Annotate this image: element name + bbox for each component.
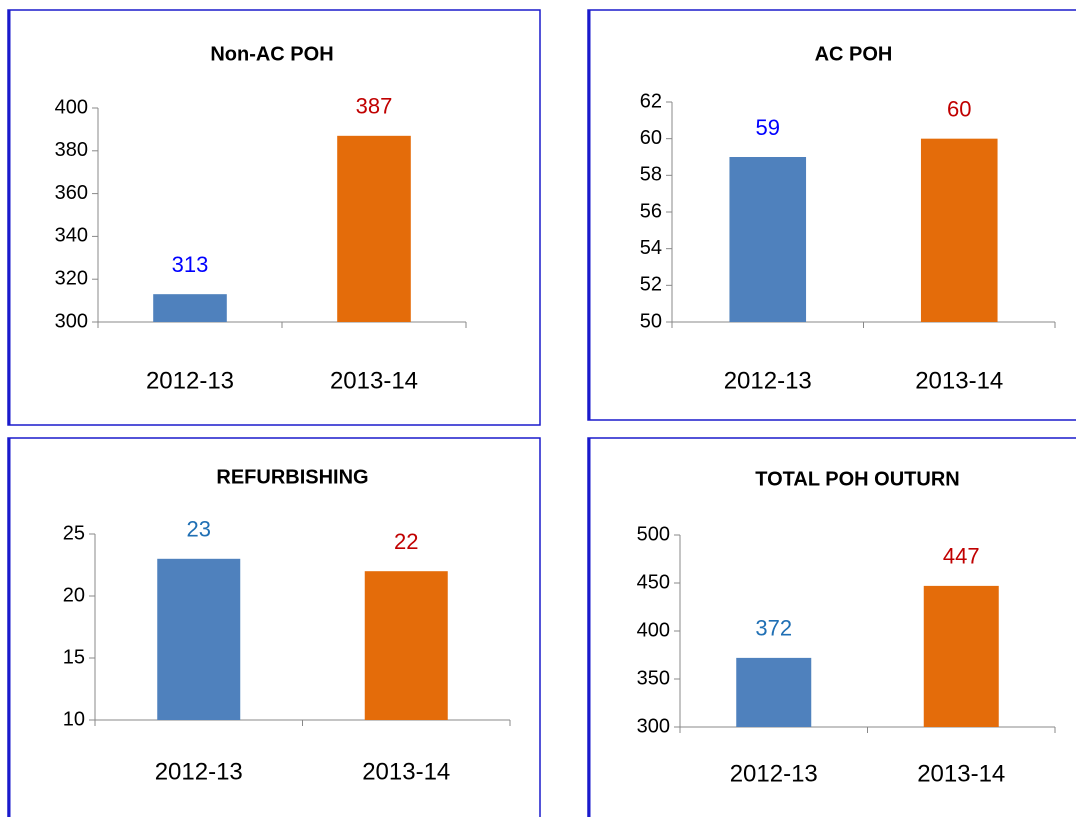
y-tick-label: 52: [640, 274, 662, 296]
value-label: 59: [756, 115, 780, 140]
chart-title: REFURBISHING: [216, 466, 368, 488]
y-tick-label: 450: [637, 571, 670, 593]
chart-title: Non-AC POH: [210, 43, 333, 65]
bar: [920, 138, 998, 322]
x-tick-label: 2012-13: [730, 760, 818, 787]
y-tick-label: 60: [640, 127, 662, 149]
bar: [153, 294, 227, 322]
y-tick-label: 10: [63, 708, 85, 730]
y-tick-label: 20: [63, 584, 85, 606]
y-tick-label: 380: [55, 139, 88, 161]
bar: [157, 558, 241, 720]
y-tick-label: 15: [63, 646, 85, 668]
x-tick-label: 2013-14: [917, 760, 1005, 787]
panel: [7, 437, 541, 817]
chart-title: AC POH: [815, 43, 893, 65]
y-tick-label: 56: [640, 200, 662, 222]
x-tick-label: 2012-13: [155, 758, 243, 785]
y-tick-label: 54: [640, 237, 662, 259]
y-tick-label: 50: [640, 310, 662, 332]
y-tick-label: 25: [63, 522, 85, 544]
bar: [364, 571, 448, 720]
value-label: 372: [755, 616, 792, 641]
y-tick-label: 400: [637, 619, 670, 641]
y-tick-label: 300: [637, 715, 670, 737]
x-tick-label: 2012-13: [146, 367, 234, 394]
y-tick-label: 350: [637, 667, 670, 689]
y-tick-label: 360: [55, 182, 88, 204]
value-label: 313: [172, 252, 209, 277]
x-tick-label: 2013-14: [330, 367, 418, 394]
value-label: 60: [947, 96, 971, 121]
bar: [337, 135, 411, 322]
value-label: 447: [943, 544, 980, 569]
y-tick-label: 300: [55, 310, 88, 332]
y-tick-label: 320: [55, 267, 88, 289]
x-tick-label: 2013-14: [915, 367, 1003, 394]
x-tick-label: 2012-13: [724, 367, 812, 394]
x-tick-label: 2013-14: [362, 758, 450, 785]
y-tick-label: 58: [640, 164, 662, 186]
value-label: 23: [187, 517, 211, 542]
y-tick-label: 400: [55, 96, 88, 118]
bar: [736, 657, 812, 727]
bar: [729, 157, 807, 322]
y-tick-label: 500: [637, 523, 670, 545]
bar: [923, 585, 999, 727]
chart-title: TOTAL POH OUTURN: [755, 468, 959, 490]
y-tick-label: 340: [55, 225, 88, 247]
panel: [7, 9, 541, 426]
y-tick-label: 62: [640, 90, 662, 112]
value-label: 387: [356, 94, 393, 119]
value-label: 22: [394, 529, 418, 554]
